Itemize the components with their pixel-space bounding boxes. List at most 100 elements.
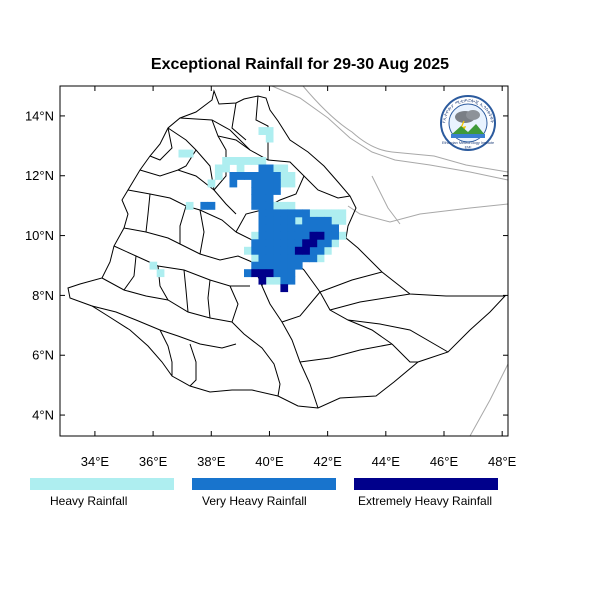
- ethiopia-outline: [67, 89, 507, 409]
- rain-cell-very-heavy: [265, 246, 274, 255]
- rain-cell-very-heavy: [258, 261, 267, 270]
- rain-cell-very-heavy: [316, 224, 325, 233]
- rain-cell-heavy: [258, 127, 267, 135]
- rain-cell-heavy: [229, 157, 238, 165]
- rain-cell-extreme: [258, 276, 267, 285]
- rain-cell-heavy: [265, 276, 274, 285]
- rain-cell-heavy: [273, 201, 281, 210]
- rain-cell-very-heavy: [265, 261, 274, 270]
- rain-cell-heavy: [338, 231, 347, 240]
- rain-cell-heavy: [338, 216, 347, 225]
- rain-cell-very-heavy: [265, 254, 274, 263]
- rain-cell-heavy: [287, 179, 296, 188]
- rain-cell-very-heavy: [280, 246, 289, 255]
- rain-cell-heavy: [273, 164, 281, 173]
- rain-cell-heavy: [244, 157, 252, 165]
- rain-cell-very-heavy: [244, 172, 252, 180]
- rain-cell-heavy: [280, 164, 289, 173]
- neighbor-borders: [271, 86, 508, 436]
- rain-cell-very-heavy: [287, 231, 296, 240]
- rain-cell-very-heavy: [265, 231, 274, 240]
- rain-cell-extreme: [265, 269, 274, 278]
- rain-cell-very-heavy: [280, 276, 289, 285]
- rain-cell-very-heavy: [309, 216, 318, 225]
- rain-cell-very-heavy: [302, 216, 310, 225]
- rain-cell-very-heavy: [251, 201, 259, 210]
- rain-cell-very-heavy: [302, 209, 310, 218]
- rain-cell-very-heavy: [273, 224, 281, 233]
- lon-tick-label: 34°E: [81, 454, 110, 469]
- rain-cell-heavy: [251, 254, 259, 263]
- rain-cell-heavy: [287, 201, 296, 210]
- rain-cell-heavy: [316, 254, 325, 263]
- rain-cell-very-heavy: [229, 179, 238, 188]
- rain-cell-very-heavy: [265, 164, 274, 173]
- rain-cell-very-heavy: [294, 254, 303, 263]
- rain-cell-very-heavy: [265, 187, 274, 195]
- legend-label-very-heavy: Very Heavy Rainfall: [202, 494, 307, 508]
- rain-cell-very-heavy: [324, 224, 332, 233]
- lon-tick-label: 36°E: [139, 454, 168, 469]
- rain-cell-very-heavy: [229, 172, 238, 180]
- rain-cell-very-heavy: [316, 239, 325, 248]
- emi-logo: የኢትዮጵያ ሚቲዎሮሎጂ ኢንስቲትዩት Ethiopian Meteorol…: [440, 95, 496, 151]
- rain-cell-very-heavy: [324, 239, 332, 248]
- logo-cloud-icon-2: [466, 110, 480, 120]
- rain-cell-extreme: [302, 246, 310, 255]
- rain-cell-very-heavy: [251, 239, 259, 248]
- rain-cell-heavy: [309, 209, 318, 218]
- rain-cell-very-heavy: [265, 194, 274, 203]
- rain-cell-very-heavy: [273, 261, 281, 270]
- rain-cell-heavy: [178, 149, 187, 158]
- legend-swatch-extreme: [354, 478, 498, 490]
- rain-cell-very-heavy: [273, 269, 281, 278]
- axes: 34°E 36°E 38°E 40°E 42°E 44°E 46°E 48°E 4°N 6°N 8°…: [25, 86, 517, 469]
- rain-cell-very-heavy: [258, 194, 267, 203]
- rain-cell-very-heavy: [251, 194, 259, 203]
- rain-cell-very-heavy: [280, 224, 289, 233]
- rain-cell-very-heavy: [331, 231, 339, 240]
- rain-cell-heavy: [236, 164, 245, 173]
- rain-cell-very-heavy: [251, 187, 259, 195]
- rain-cell-very-heavy: [273, 246, 281, 255]
- rain-cell-very-heavy: [273, 179, 281, 188]
- rain-cell-very-heavy: [265, 209, 274, 218]
- rain-cell-very-heavy: [280, 261, 289, 270]
- rain-cell-very-heavy: [294, 231, 303, 240]
- legend-swatch-heavy: [30, 478, 174, 490]
- rain-cell-very-heavy: [287, 254, 296, 263]
- map-frame: [59, 85, 509, 437]
- rain-cell-heavy: [236, 157, 245, 165]
- rain-cell-heavy: [185, 149, 194, 158]
- lat-tick-label: 8°N: [32, 288, 54, 303]
- rain-cell-heavy: [207, 179, 216, 188]
- rain-cell-heavy: [331, 239, 339, 248]
- rain-cell-very-heavy: [207, 201, 216, 210]
- lon-tick-label: 44°E: [372, 454, 401, 469]
- rain-cell-very-heavy: [331, 224, 339, 233]
- rain-cell-extreme: [294, 246, 303, 255]
- rain-cell-heavy: [280, 179, 289, 188]
- rain-cell-heavy: [331, 209, 339, 218]
- rain-cell-very-heavy: [273, 209, 281, 218]
- rain-cell-very-heavy: [251, 179, 259, 188]
- lat-tick-label: 12°N: [25, 168, 54, 183]
- rain-cell-very-heavy: [265, 216, 274, 225]
- rain-cell-very-heavy: [265, 179, 274, 188]
- rain-cell-very-heavy: [309, 246, 318, 255]
- rain-cell-very-heavy: [287, 276, 296, 285]
- rain-cell-very-heavy: [244, 269, 252, 278]
- rain-cell-heavy: [222, 164, 230, 173]
- rain-cell-heavy: [324, 246, 332, 255]
- rain-cell-heavy: [251, 231, 259, 240]
- rain-cell-very-heavy: [287, 224, 296, 233]
- rain-cell-heavy: [324, 209, 332, 218]
- rain-cell-very-heavy: [265, 224, 274, 233]
- lat-tick-label: 6°N: [32, 348, 54, 363]
- rain-cell-very-heavy: [273, 187, 281, 195]
- rain-cell-very-heavy: [258, 231, 267, 240]
- rain-cell-very-heavy: [302, 224, 310, 233]
- lon-tick-label: 42°E: [313, 454, 342, 469]
- rain-cell-extreme: [280, 284, 289, 293]
